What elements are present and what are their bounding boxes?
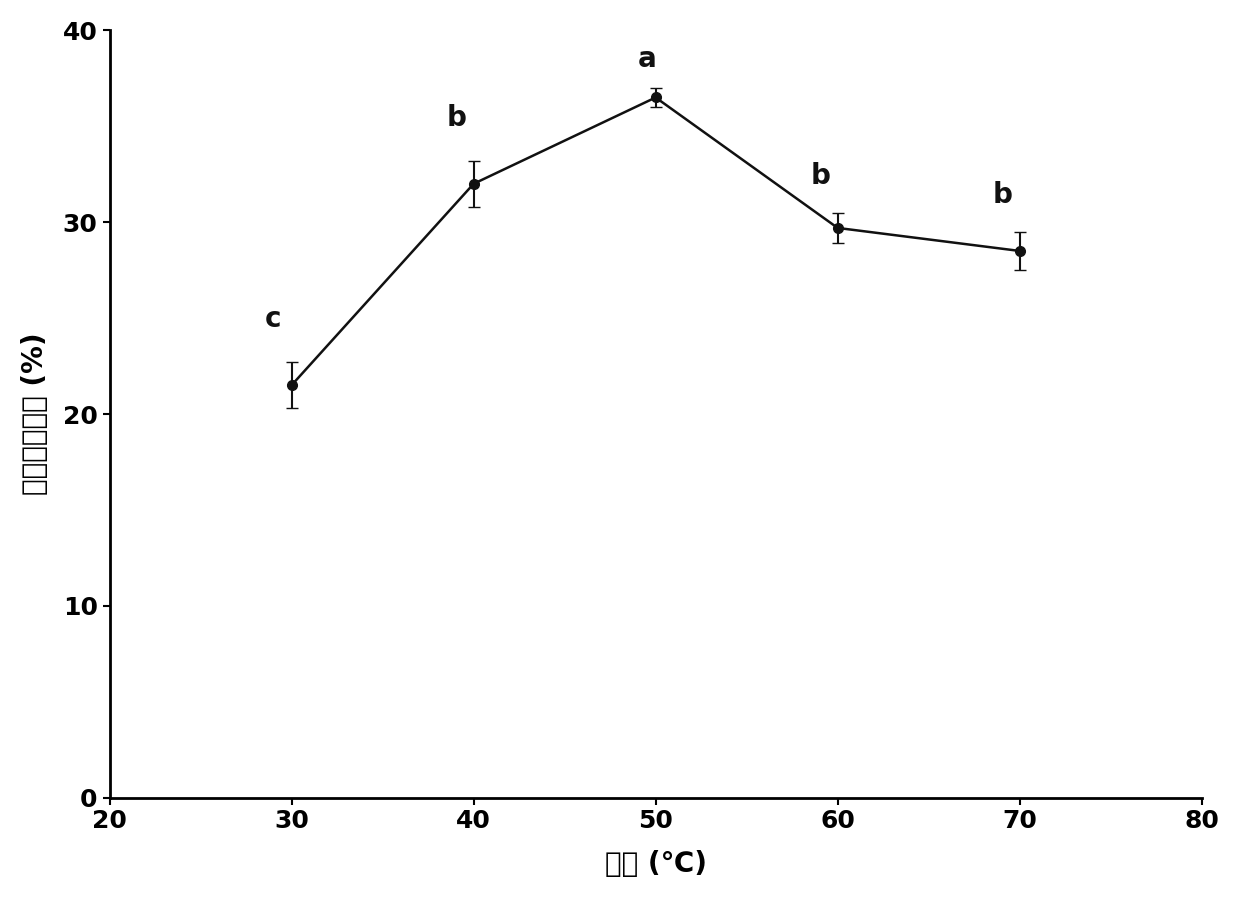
Text: b: b xyxy=(811,162,831,190)
Y-axis label: 酪氧酸抑制率 (%): 酪氧酸抑制率 (%) xyxy=(21,333,48,495)
X-axis label: 温度 (℃): 温度 (℃) xyxy=(605,850,707,878)
Text: c: c xyxy=(264,306,280,334)
Text: a: a xyxy=(637,45,656,73)
Text: b: b xyxy=(992,181,1012,209)
Text: b: b xyxy=(446,104,466,132)
